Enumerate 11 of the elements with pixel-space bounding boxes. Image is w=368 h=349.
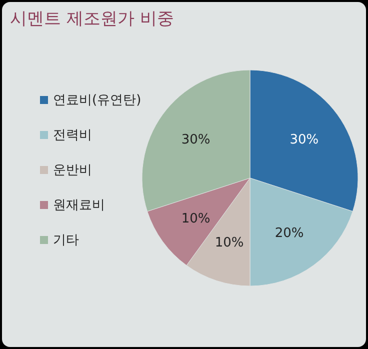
data-label: 30% xyxy=(290,132,319,148)
data-label: 30% xyxy=(181,132,210,148)
data-label: 10% xyxy=(214,236,244,251)
data-label: 10% xyxy=(181,211,210,226)
legend-label: 원재료비 xyxy=(53,198,105,213)
legend-label: 연료비(유연탄) xyxy=(53,93,142,108)
legend-label: 전력비 xyxy=(53,128,92,143)
chart-title: 시멘트 제조원가 비중 xyxy=(10,9,174,29)
data-label: 20% xyxy=(274,226,304,242)
legend-label: 운반비 xyxy=(53,163,92,178)
legend-label: 기타 xyxy=(53,233,79,248)
